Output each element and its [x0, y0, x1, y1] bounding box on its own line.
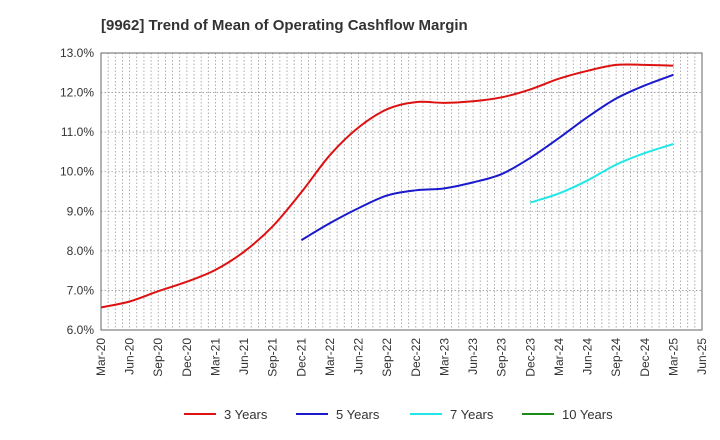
legend-label-5-years: 5 Years	[336, 407, 380, 422]
legend-label-3-years: 3 Years	[224, 407, 268, 422]
x-axis: Mar-20 Jun-20 Sep-20 Dec-20 Mar-21 Jun-21 Sep-…	[94, 338, 709, 377]
series-line-5-years	[300, 73, 674, 242]
x-tick-label: Sep-22	[380, 338, 394, 377]
legend: 3 Years 5 Years 7 Years 10 Years	[184, 407, 613, 422]
x-tick-label: Mar-22	[323, 338, 337, 376]
y-tick-label: 10.0%	[60, 165, 94, 179]
y-tick-label: 9.0%	[67, 204, 95, 218]
x-tick-label: Jun-20	[123, 338, 137, 375]
series-line-3-years	[100, 63, 674, 309]
x-tick-label: Mar-23	[437, 338, 451, 376]
y-tick-label: 8.0%	[67, 244, 95, 258]
y-tick-label: 11.0%	[61, 125, 94, 139]
y-tick-label: 12.0%	[60, 86, 94, 100]
x-tick-label: Jun-23	[466, 338, 480, 375]
x-tick-label: Sep-24	[609, 338, 623, 377]
x-tick-label: Jun-24	[581, 338, 595, 375]
x-tick-label: Sep-21	[266, 338, 280, 377]
legend-label-7-years: 7 Years	[450, 407, 494, 422]
y-tick-label: 13.0%	[60, 46, 94, 60]
y-axis: 6.0% 7.0% 8.0% 9.0% 10.0% 11.0% 12.0% 13.0%	[60, 46, 94, 337]
x-tick-label: Dec-21	[294, 338, 308, 377]
x-tick-label: Sep-23	[495, 338, 509, 377]
x-tick-label: Mar-21	[208, 338, 222, 376]
x-tick-label: Mar-25	[666, 338, 680, 376]
y-tick-label: 7.0%	[67, 283, 95, 297]
x-tick-label: Dec-23	[523, 338, 537, 377]
x-tick-label: Mar-20	[94, 338, 108, 376]
x-tick-label: Jun-21	[237, 338, 251, 375]
x-tick-label: Dec-20	[180, 338, 194, 377]
x-tick-label: Mar-24	[552, 338, 566, 376]
x-tick-label: Jun-22	[352, 338, 366, 375]
x-tick-label: Sep-20	[151, 338, 165, 377]
series-lines	[100, 63, 674, 309]
chart-title: [9962] Trend of Mean of Operating Cashfl…	[101, 17, 468, 34]
plot-frame	[100, 52, 703, 331]
x-tick-label: Dec-22	[409, 338, 423, 377]
legend-label-10-years: 10 Years	[562, 407, 613, 422]
x-tick-label: Jun-25	[695, 338, 709, 375]
x-tick-label: Dec-24	[638, 338, 652, 377]
series-line-7-years	[529, 143, 674, 204]
y-tick-label: 6.0%	[67, 323, 95, 337]
